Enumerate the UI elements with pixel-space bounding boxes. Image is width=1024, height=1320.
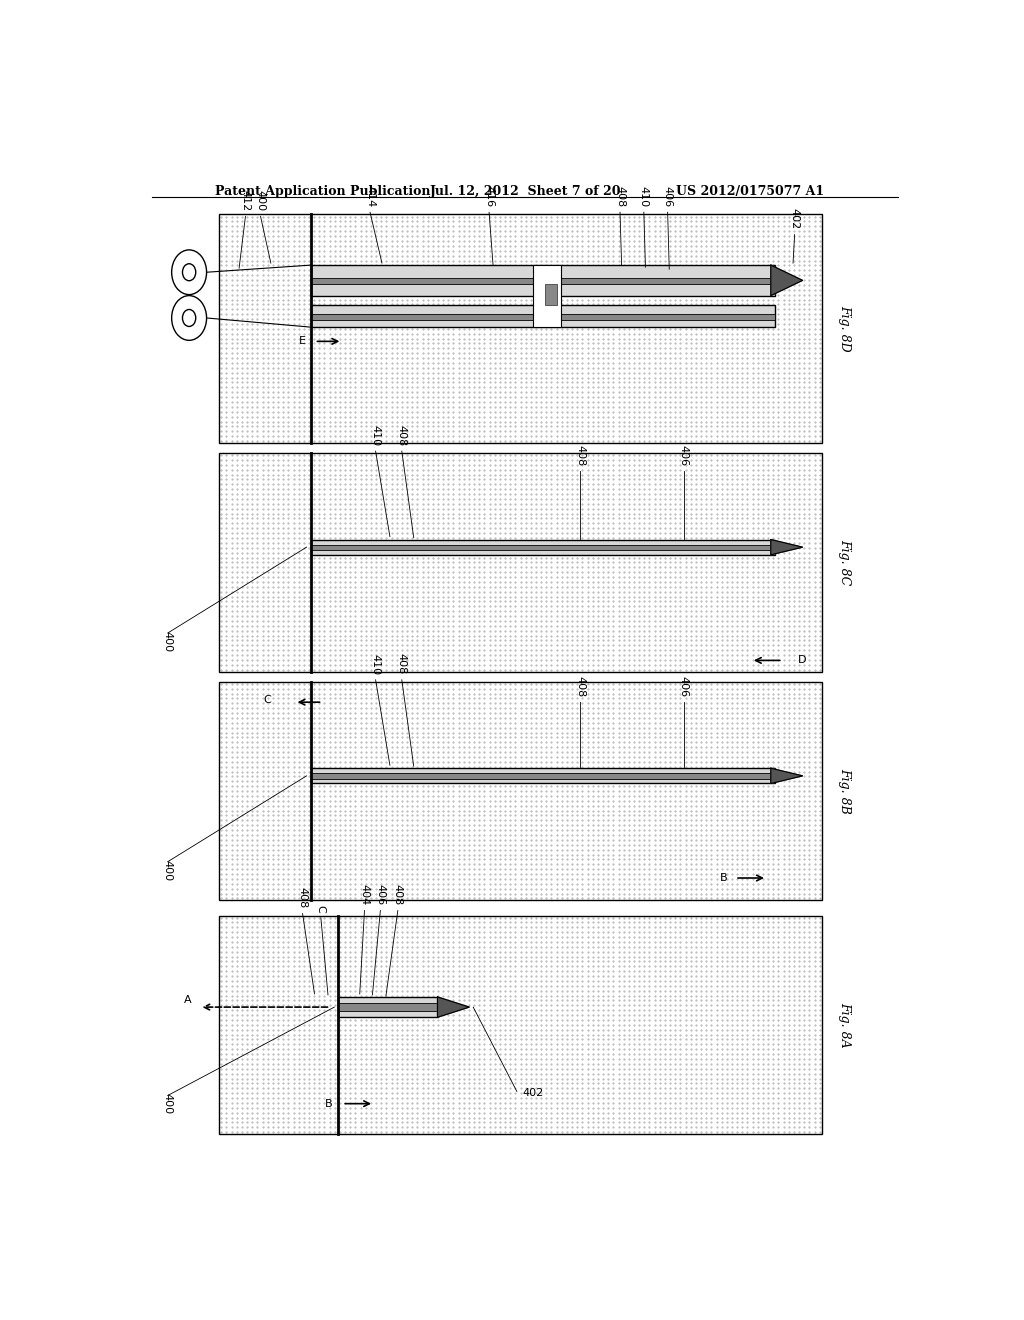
Text: B: B [720,873,727,883]
Text: Fig. 8A: Fig. 8A [839,1002,851,1048]
Bar [310,314,775,319]
Polygon shape [437,997,469,1018]
Circle shape [182,309,196,326]
Bar [219,682,822,900]
Text: Fig. 8B: Fig. 8B [839,768,851,814]
Text: 406: 406 [376,884,385,906]
Text: 408: 408 [396,425,407,446]
Bar [338,997,437,1018]
Text: 410: 410 [371,653,381,675]
Bar [219,214,822,444]
Text: 408: 408 [298,887,307,908]
Bar [545,284,557,305]
Text: 402: 402 [522,1089,544,1098]
Text: 402: 402 [790,209,800,230]
Text: 408: 408 [396,653,407,675]
Text: US 2012/0175077 A1: US 2012/0175077 A1 [676,185,823,198]
Bar [310,265,775,296]
Text: Fig. 8D: Fig. 8D [839,305,851,352]
Bar [310,279,775,284]
Text: Patent Application Publication: Patent Application Publication [215,185,431,198]
Text: Fig. 8C: Fig. 8C [839,540,851,586]
Text: 416: 416 [484,186,495,207]
Text: 400: 400 [256,190,265,211]
Text: 408: 408 [615,186,625,207]
Bar [532,265,560,327]
Text: 406: 406 [679,445,688,466]
Bar [310,305,775,327]
Text: 412: 412 [241,190,251,211]
Text: E: E [299,337,306,346]
Text: C: C [263,696,270,705]
Text: C: C [315,904,326,912]
Text: B: B [325,1098,333,1109]
Text: Jul. 12, 2012  Sheet 7 of 20: Jul. 12, 2012 Sheet 7 of 20 [430,185,622,198]
Circle shape [182,264,196,281]
Bar [219,453,822,672]
Text: 404: 404 [359,884,370,906]
Text: A: A [183,995,191,1005]
Bar [310,774,775,779]
Circle shape [172,249,207,294]
Text: 410: 410 [371,425,381,446]
Polygon shape [771,265,803,296]
Text: 408: 408 [575,445,586,466]
Bar [310,768,775,784]
Bar [338,1003,437,1011]
Bar [219,916,822,1134]
Polygon shape [771,540,803,554]
Text: 400: 400 [163,631,173,652]
Text: 406: 406 [679,676,688,697]
Text: 410: 410 [639,186,649,207]
Text: 414: 414 [365,186,375,207]
Bar [310,540,775,554]
Text: 406: 406 [663,186,673,207]
Text: 408: 408 [575,676,586,697]
Bar [310,545,775,550]
Text: 400: 400 [163,1093,173,1114]
Text: D: D [799,656,807,665]
Text: 400: 400 [163,859,173,880]
Polygon shape [771,768,803,784]
Text: 408: 408 [393,884,402,906]
Circle shape [172,296,207,341]
